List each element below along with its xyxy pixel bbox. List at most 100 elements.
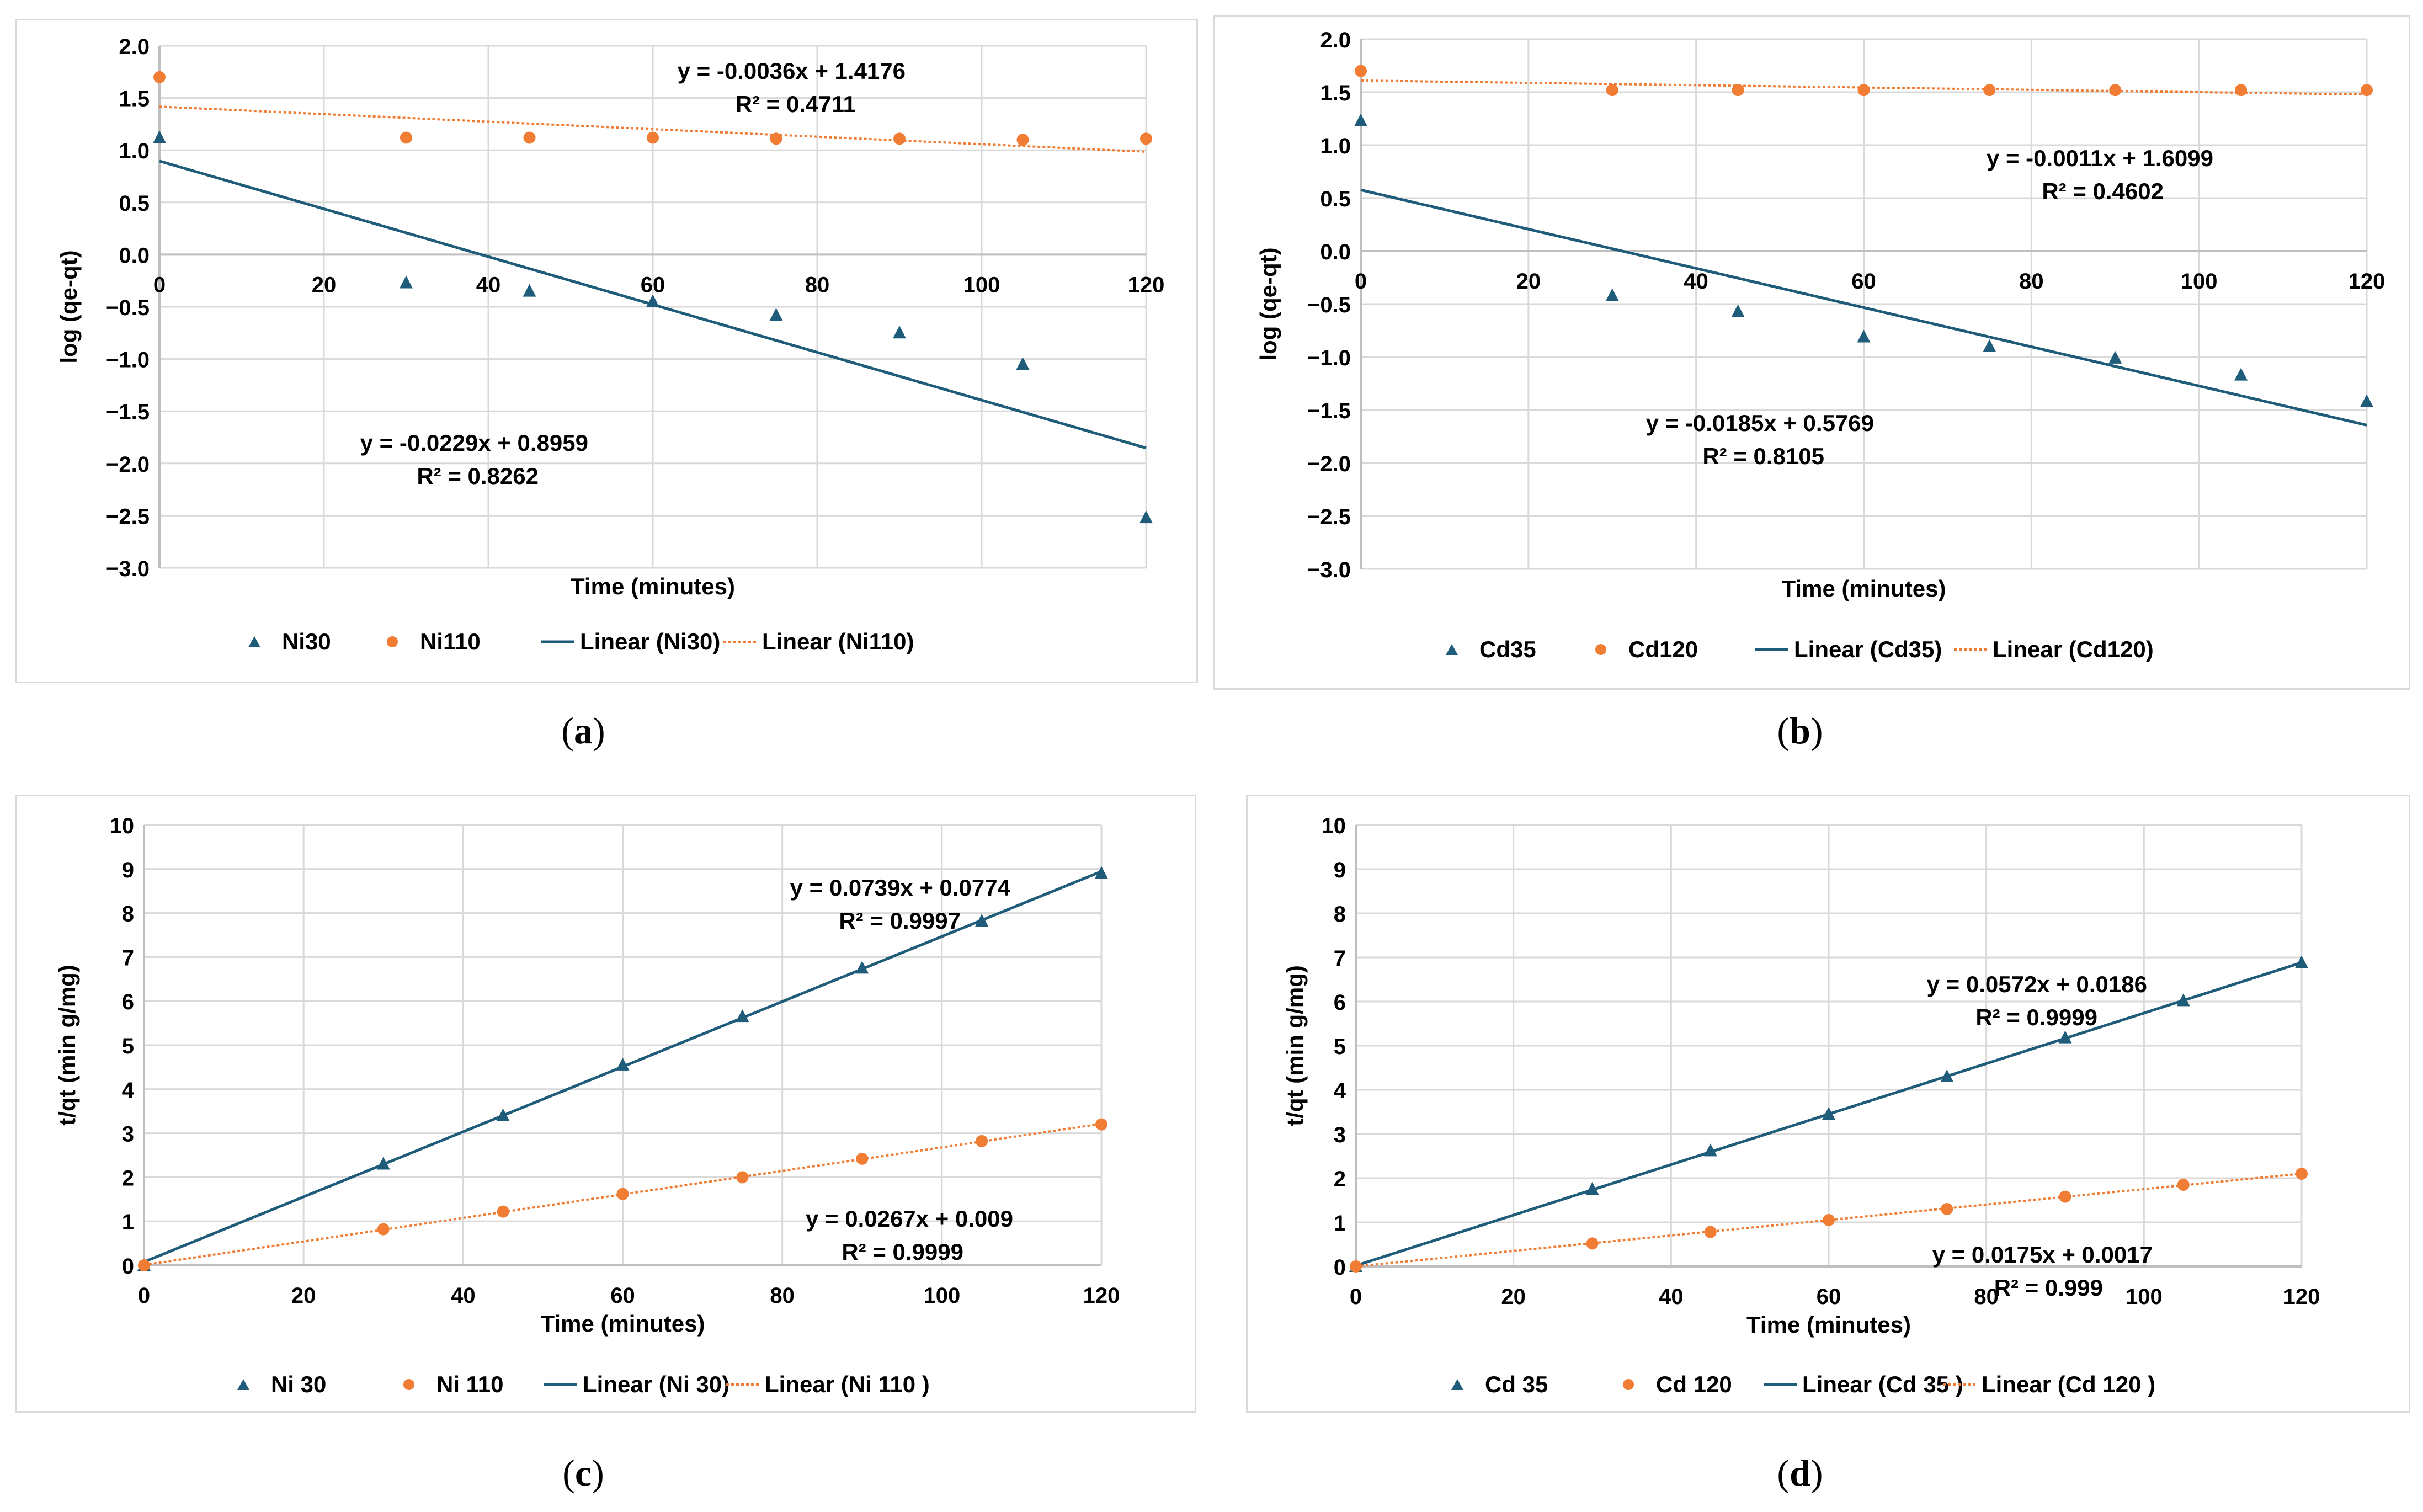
y-axis-title: log (qe-qt)	[56, 250, 82, 363]
y-tick-label: 3	[122, 1122, 134, 1147]
data-point	[975, 913, 989, 927]
legend-label: Cd35	[1479, 636, 1536, 662]
data-point	[1857, 329, 1871, 343]
data-point	[1585, 1182, 1599, 1195]
x-tick-label: 100	[963, 273, 1000, 297]
chart-panel-b: −3.0 −2.5 −2.0 −1.5 −1.0 −0.5 0.0 0.5 1.0 1.5 2.0 0…	[1213, 15, 2410, 690]
data-point	[2109, 84, 2122, 97]
fit-line-ni110	[159, 105, 1147, 153]
x-tick-label: 40	[1659, 1285, 1684, 1309]
x-tick-label: 0	[138, 1284, 150, 1308]
x-axis-title: Time (minutes)	[1746, 1312, 1911, 1338]
data-point	[1095, 866, 1108, 879]
data-point	[1983, 339, 1996, 352]
x-tick-label: 40	[451, 1284, 476, 1308]
legend-label: Linear (Cd 120 )	[1982, 1371, 2155, 1397]
data-point	[2059, 1190, 2071, 1203]
legend-marker-triangle	[248, 636, 260, 647]
data-point	[769, 308, 783, 321]
fit-equation-label: y = 0.0572x + 0.0186	[1927, 971, 2147, 997]
legend-marker-circle	[1623, 1379, 1634, 1390]
data-point	[1940, 1069, 1954, 1082]
y-tick-label: 3	[1334, 1123, 1346, 1147]
data-point	[2234, 368, 2248, 381]
x-tick-label: 40	[1684, 269, 1708, 294]
legend-marker-circle	[387, 636, 398, 647]
x-tick-label: 20	[1516, 269, 1541, 294]
data-point	[855, 961, 869, 974]
data-point	[1139, 510, 1153, 524]
x-tick-label: 120	[1083, 1284, 1120, 1308]
y-tick-label: 0.5	[1320, 187, 1351, 211]
y-tick-label: 4	[122, 1078, 135, 1103]
x-tick-label: 20	[291, 1284, 316, 1308]
y-tick-label: 2.0	[1320, 28, 1351, 52]
data-point	[1983, 84, 1996, 97]
y-tick-label: 7	[1334, 946, 1346, 971]
caption-b: (b)	[1777, 710, 1823, 752]
y-tick-label: 9	[122, 858, 134, 882]
legend-label: Cd 35	[1485, 1371, 1548, 1397]
data-point	[496, 1108, 510, 1121]
y-tick-label: −2.5	[106, 504, 150, 529]
x-tick-label: 100	[2181, 269, 2218, 294]
x-tick-label: 80	[2019, 269, 2044, 294]
x-tick-label: 40	[476, 273, 501, 297]
y-tick-label: 4	[1334, 1079, 1346, 1103]
y-tick-label: 0.0	[119, 243, 150, 268]
data-point	[1823, 1214, 1835, 1226]
legend-label: Ni110	[420, 629, 481, 654]
y-tick-label: −3.0	[106, 557, 150, 581]
y-tick-label: 2	[122, 1166, 134, 1190]
chart-a: −3.0 −2.5 −2.0 −1.5 −1.0 −0.5 0.0 0.5 1.0 1.5 2.0 0…	[56, 35, 1164, 654]
y-tick-label: −1.5	[1307, 399, 1351, 423]
fit-r2-label: R² = 0.9997	[839, 908, 961, 934]
x-tick-label: 120	[2283, 1285, 2320, 1309]
fit-line-cd35	[1360, 188, 2367, 427]
legend-marker-circle	[403, 1379, 414, 1390]
chart-panel-d: 0 1 2 3 4 5 6 7 8 9 10 0 20 40 60 80 100 120 Time (minutes…	[1246, 795, 2410, 1413]
y-tick-label: 6	[1334, 991, 1346, 1015]
legend-label: Linear (Ni110)	[762, 629, 914, 654]
legend-label: Linear (Cd120)	[1993, 636, 2154, 662]
caption-d-letter: d	[1790, 1452, 1810, 1494]
legend-label: Linear (Cd 35 )	[1802, 1371, 1963, 1397]
fit-equation-label: y = -0.0036x + 1.4176	[678, 58, 906, 84]
data-point	[736, 1009, 749, 1023]
y-tick-label: 5	[122, 1034, 134, 1058]
data-point	[736, 1171, 749, 1184]
legend-label: Linear (Ni 110 )	[765, 1371, 930, 1397]
fit-r2-label: R² = 0.8105	[1702, 443, 1824, 469]
legend-label: Ni30	[282, 629, 331, 654]
y-tick-label: 1.0	[119, 139, 150, 163]
y-tick-label: 1.0	[1320, 134, 1351, 158]
data-point	[376, 1157, 390, 1170]
y-tick-label: 2.0	[119, 35, 150, 59]
y-tick-label: −2.0	[106, 452, 150, 477]
data-point	[893, 132, 906, 145]
data-point	[976, 1135, 988, 1147]
data-point	[2058, 1030, 2072, 1044]
x-axis-title: Time (minutes)	[1782, 576, 1946, 601]
data-point	[616, 1057, 630, 1071]
chart-panel-c: 0 1 2 3 4 5 6 7 8 9 10 0 20 40 60 80 100 120 Time (minutes…	[15, 795, 1196, 1413]
data-point	[1732, 84, 1744, 97]
data-point	[1355, 65, 1367, 77]
data-point	[1731, 304, 1745, 317]
y-tick-label: 0.0	[1320, 240, 1351, 264]
fit-equation-label: y = -0.0011x + 1.6099	[1987, 145, 2213, 171]
x-axis-title: Time (minutes)	[571, 573, 735, 599]
y-tick-label: 8	[1334, 902, 1346, 927]
fit-line-cd120	[1355, 1172, 2302, 1268]
fit-r2-label: R² = 0.9999	[1975, 1004, 2097, 1030]
x-tick-label: 100	[2126, 1285, 2163, 1309]
legend-label: Linear (Ni 30)	[583, 1371, 729, 1397]
data-point	[1586, 1237, 1599, 1250]
y-axis-title: t/qt (min g/mg)	[54, 965, 80, 1126]
y-tick-label: 1	[1334, 1211, 1346, 1236]
caption-b-letter: b	[1790, 710, 1810, 752]
legend-label: Ni 110	[436, 1371, 503, 1397]
legend-marker-circle	[1595, 644, 1606, 655]
x-tick-label: 20	[1501, 1285, 1526, 1309]
